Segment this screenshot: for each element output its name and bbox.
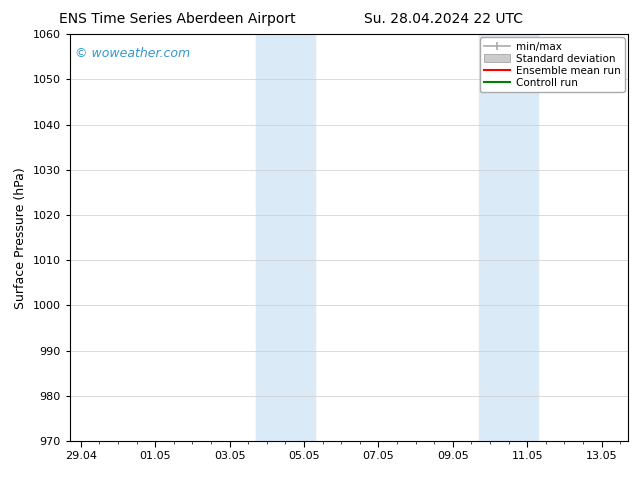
Text: © woweather.com: © woweather.com bbox=[75, 47, 190, 59]
Legend: min/max, Standard deviation, Ensemble mean run, Controll run: min/max, Standard deviation, Ensemble me… bbox=[480, 37, 624, 92]
Bar bbox=[479, 34, 538, 441]
Y-axis label: Surface Pressure (hPa): Surface Pressure (hPa) bbox=[14, 167, 27, 309]
Text: Su. 28.04.2024 22 UTC: Su. 28.04.2024 22 UTC bbox=[365, 12, 523, 26]
Bar bbox=[256, 34, 315, 441]
Text: ENS Time Series Aberdeen Airport: ENS Time Series Aberdeen Airport bbox=[59, 12, 296, 26]
